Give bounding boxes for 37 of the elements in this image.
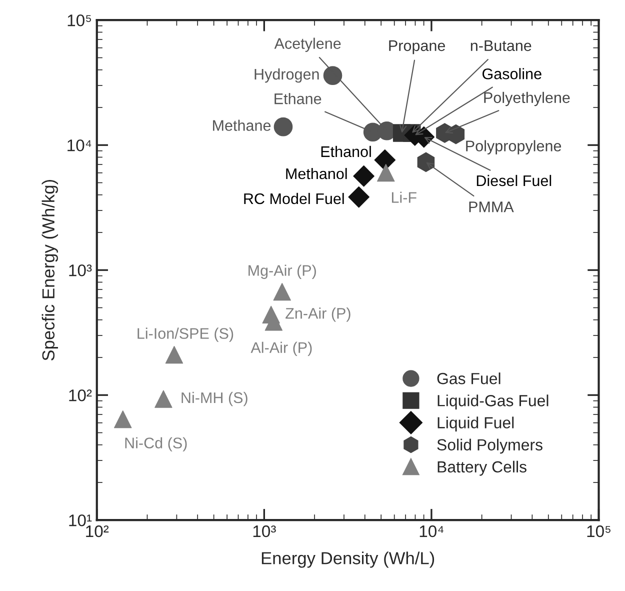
y-axis-title: Specfic Energy (Wh/kg) xyxy=(42,180,58,360)
y-tick-label: 10² xyxy=(69,389,92,402)
annotation: Propane xyxy=(389,40,446,54)
y-tick-label: 10⁴ xyxy=(68,139,92,152)
legend-label: Gas Fuel xyxy=(437,372,500,384)
annotation: Methane xyxy=(213,120,271,131)
legend-label: Battery Cells xyxy=(438,460,526,476)
annotation: PMMA xyxy=(469,202,514,212)
annotation: Li-F xyxy=(392,192,416,203)
annotation: Diesel Fuel xyxy=(476,174,552,186)
annotation: Polypropylene xyxy=(466,140,562,154)
annotation: Acetylene xyxy=(274,38,341,52)
x-tick-label: 10² xyxy=(86,525,109,538)
annotation: Al-Air (P) xyxy=(250,342,312,356)
x-tick-label: 10³ xyxy=(253,525,276,538)
annotation: RC Model Fuel xyxy=(244,192,344,204)
annotation: Li-Ion/SPE (S) xyxy=(138,328,234,342)
annotation: Mg-Air (P) xyxy=(248,264,316,279)
y-tick-label: 10¹ xyxy=(69,514,92,526)
annotation: Zn-Air (P) xyxy=(286,308,350,322)
annotation: Ethanol xyxy=(321,146,371,158)
legend-label: Liquid-Gas Fuel xyxy=(438,394,548,410)
annotation: n-Butane xyxy=(470,40,532,52)
annotation: Polyethylene xyxy=(484,92,570,106)
y-tick-label: 10³ xyxy=(69,264,92,276)
annotation: Ni-MH (S) xyxy=(182,392,248,406)
x-axis-title: Energy Density (Wh/L) xyxy=(262,552,434,568)
legend-label: Liquid Fuel xyxy=(438,416,514,432)
annotation: Ethane xyxy=(274,92,322,104)
annotation: Methanol xyxy=(286,168,347,180)
legend-label: Solid Polymers xyxy=(437,438,542,454)
x-tick-label: 10⁵ xyxy=(587,525,610,538)
annotation: Gasoline xyxy=(482,68,542,80)
annotation: Hydrogen xyxy=(254,68,319,83)
y-tick-label: 10⁵ xyxy=(68,14,91,26)
annotation: Ni-Cd (S) xyxy=(125,437,187,452)
x-tick-label: 10⁴ xyxy=(420,525,444,538)
